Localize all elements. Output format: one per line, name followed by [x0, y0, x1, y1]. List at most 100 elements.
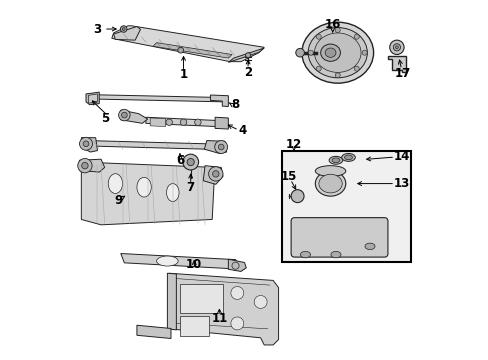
Polygon shape	[121, 253, 239, 269]
Ellipse shape	[314, 33, 360, 72]
Circle shape	[290, 190, 304, 203]
Circle shape	[316, 66, 321, 71]
Text: 10: 10	[186, 258, 202, 271]
Circle shape	[214, 140, 227, 153]
Polygon shape	[228, 259, 246, 271]
Text: 6: 6	[176, 154, 183, 167]
FancyBboxPatch shape	[290, 218, 387, 257]
Text: 2: 2	[244, 66, 252, 79]
Polygon shape	[86, 140, 219, 149]
Circle shape	[353, 66, 359, 71]
Polygon shape	[137, 325, 171, 338]
Ellipse shape	[328, 156, 342, 164]
Circle shape	[122, 28, 125, 31]
Polygon shape	[204, 140, 226, 153]
Circle shape	[187, 158, 194, 166]
Circle shape	[335, 73, 340, 78]
Text: 9: 9	[115, 194, 123, 207]
Circle shape	[194, 119, 201, 126]
Ellipse shape	[325, 48, 335, 57]
Polygon shape	[169, 273, 278, 345]
Polygon shape	[113, 27, 140, 40]
Polygon shape	[153, 42, 231, 58]
Ellipse shape	[344, 155, 352, 160]
Polygon shape	[112, 26, 264, 62]
Text: 11: 11	[211, 312, 227, 325]
Bar	[282, 151, 410, 262]
Polygon shape	[150, 118, 165, 127]
Text: 5: 5	[101, 112, 109, 125]
Circle shape	[230, 317, 244, 330]
Ellipse shape	[315, 166, 345, 176]
Circle shape	[308, 50, 313, 55]
Ellipse shape	[330, 251, 340, 258]
Bar	[180, 316, 208, 336]
Ellipse shape	[156, 256, 178, 266]
Circle shape	[254, 296, 266, 309]
Circle shape	[178, 47, 183, 53]
Circle shape	[392, 44, 400, 51]
Circle shape	[120, 26, 126, 32]
Circle shape	[83, 141, 89, 147]
Circle shape	[231, 262, 239, 269]
Text: 16: 16	[324, 18, 340, 31]
Ellipse shape	[320, 44, 340, 61]
Polygon shape	[228, 48, 264, 62]
Ellipse shape	[307, 28, 366, 78]
Ellipse shape	[301, 22, 373, 83]
Polygon shape	[167, 273, 176, 330]
Circle shape	[80, 137, 92, 150]
Ellipse shape	[341, 153, 355, 161]
Polygon shape	[86, 92, 99, 105]
Circle shape	[316, 34, 321, 39]
Text: 1: 1	[179, 68, 187, 81]
Polygon shape	[145, 117, 224, 127]
Circle shape	[119, 109, 130, 121]
Ellipse shape	[315, 171, 345, 196]
Ellipse shape	[331, 158, 339, 163]
Polygon shape	[88, 94, 97, 103]
Ellipse shape	[318, 174, 342, 193]
Circle shape	[212, 171, 219, 177]
Ellipse shape	[108, 174, 122, 193]
Text: 17: 17	[394, 67, 410, 80]
Circle shape	[230, 287, 244, 300]
Polygon shape	[90, 95, 223, 102]
Text: 7: 7	[186, 181, 194, 194]
Polygon shape	[387, 56, 405, 72]
Text: 13: 13	[393, 177, 409, 190]
Circle shape	[335, 28, 340, 33]
Circle shape	[183, 154, 198, 170]
Text: 12: 12	[285, 138, 302, 151]
Polygon shape	[215, 117, 228, 129]
Polygon shape	[210, 95, 228, 107]
Polygon shape	[81, 162, 217, 225]
Circle shape	[395, 46, 398, 49]
Text: 4: 4	[238, 124, 246, 137]
Polygon shape	[81, 138, 97, 152]
Text: 8: 8	[231, 98, 239, 111]
Ellipse shape	[137, 177, 151, 197]
Circle shape	[81, 162, 88, 169]
Circle shape	[165, 119, 172, 126]
Circle shape	[218, 144, 224, 150]
Ellipse shape	[300, 251, 310, 258]
Circle shape	[245, 53, 250, 58]
Circle shape	[362, 50, 366, 55]
Bar	[180, 284, 223, 313]
Text: 3: 3	[93, 23, 102, 36]
Polygon shape	[80, 159, 104, 172]
Text: 15: 15	[281, 170, 297, 183]
Circle shape	[353, 34, 359, 39]
Polygon shape	[121, 110, 147, 123]
Ellipse shape	[166, 184, 179, 202]
Circle shape	[121, 112, 127, 118]
Circle shape	[389, 40, 403, 54]
Circle shape	[180, 119, 186, 126]
Ellipse shape	[364, 243, 374, 249]
Polygon shape	[203, 166, 223, 184]
Circle shape	[78, 158, 92, 173]
Circle shape	[295, 48, 304, 57]
Text: 14: 14	[392, 150, 409, 163]
Circle shape	[208, 167, 223, 181]
